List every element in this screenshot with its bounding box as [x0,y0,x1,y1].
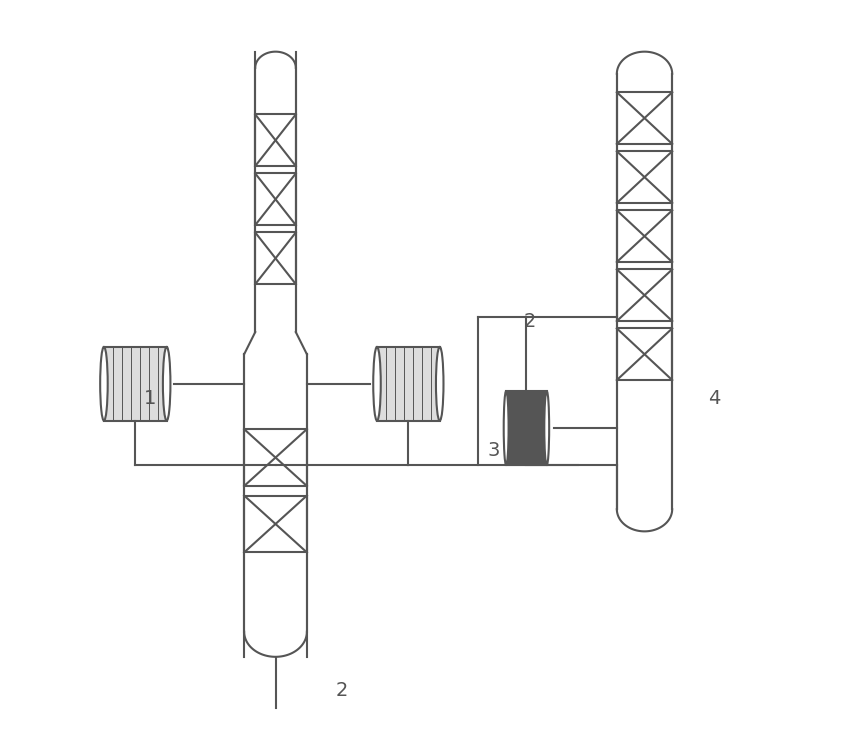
Ellipse shape [436,347,443,421]
Ellipse shape [373,347,381,421]
Polygon shape [104,347,167,421]
Ellipse shape [100,347,108,421]
Ellipse shape [504,391,509,465]
Polygon shape [506,391,547,465]
Text: 4: 4 [709,389,721,408]
Text: 3: 3 [487,441,499,460]
Ellipse shape [544,391,549,465]
Ellipse shape [163,347,170,421]
Text: 1: 1 [144,389,156,408]
Text: 2: 2 [336,680,348,700]
Polygon shape [377,347,440,421]
Text: 2: 2 [524,311,536,331]
